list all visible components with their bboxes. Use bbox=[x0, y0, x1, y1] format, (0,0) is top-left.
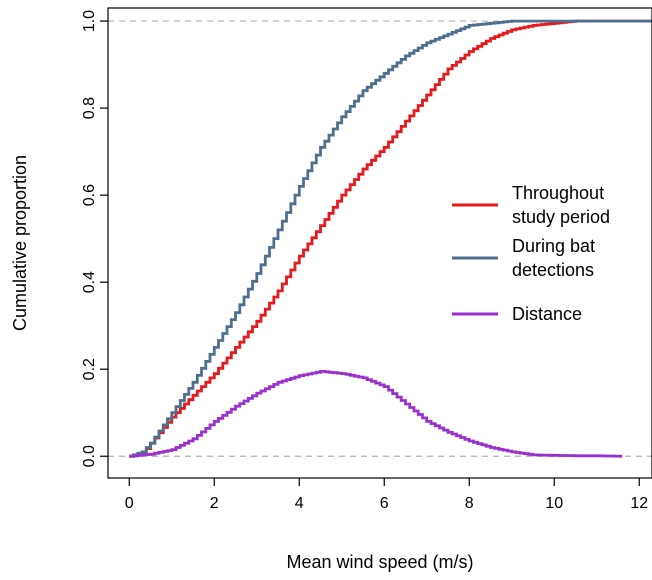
y-tick-label: 0.8 bbox=[81, 97, 98, 119]
legend-label: During bat bbox=[512, 236, 595, 256]
legend-label: Throughout bbox=[512, 183, 604, 203]
series-line bbox=[129, 19, 652, 458]
legend-label: Distance bbox=[512, 304, 582, 324]
y-axis: 0.0 0.2 0.4 0.6 0.8 1.0 bbox=[81, 10, 108, 467]
legend-label: study period bbox=[512, 207, 610, 227]
x-tick-label: 6 bbox=[380, 495, 389, 512]
legend-label: detections bbox=[512, 260, 594, 280]
y-tick-label: 0.0 bbox=[81, 445, 98, 467]
x-tick-label: 4 bbox=[295, 495, 304, 512]
x-tick-label: 12 bbox=[630, 495, 648, 512]
series-line bbox=[129, 19, 652, 458]
plot-frame bbox=[107, 7, 652, 479]
y-axis-label: Cumulative proportion bbox=[10, 155, 30, 331]
y-tick-label: 0.6 bbox=[81, 184, 98, 206]
x-tick-label: 0 bbox=[125, 495, 134, 512]
y-tick-label: 0.4 bbox=[81, 271, 98, 293]
x-axis-label: Mean wind speed (m/s) bbox=[286, 552, 473, 572]
y-tick-label: 0.2 bbox=[81, 358, 98, 380]
y-tick-label: 1.0 bbox=[81, 10, 98, 32]
x-axis: 0 2 4 6 8 10 12 bbox=[125, 478, 648, 512]
x-tick-label: 2 bbox=[210, 495, 219, 512]
x-tick-label: 10 bbox=[545, 495, 563, 512]
series-line bbox=[129, 370, 623, 458]
x-tick-label: 8 bbox=[465, 495, 474, 512]
legend: Throughout study period During bat detectio… bbox=[452, 183, 610, 324]
series-lines bbox=[129, 19, 652, 458]
